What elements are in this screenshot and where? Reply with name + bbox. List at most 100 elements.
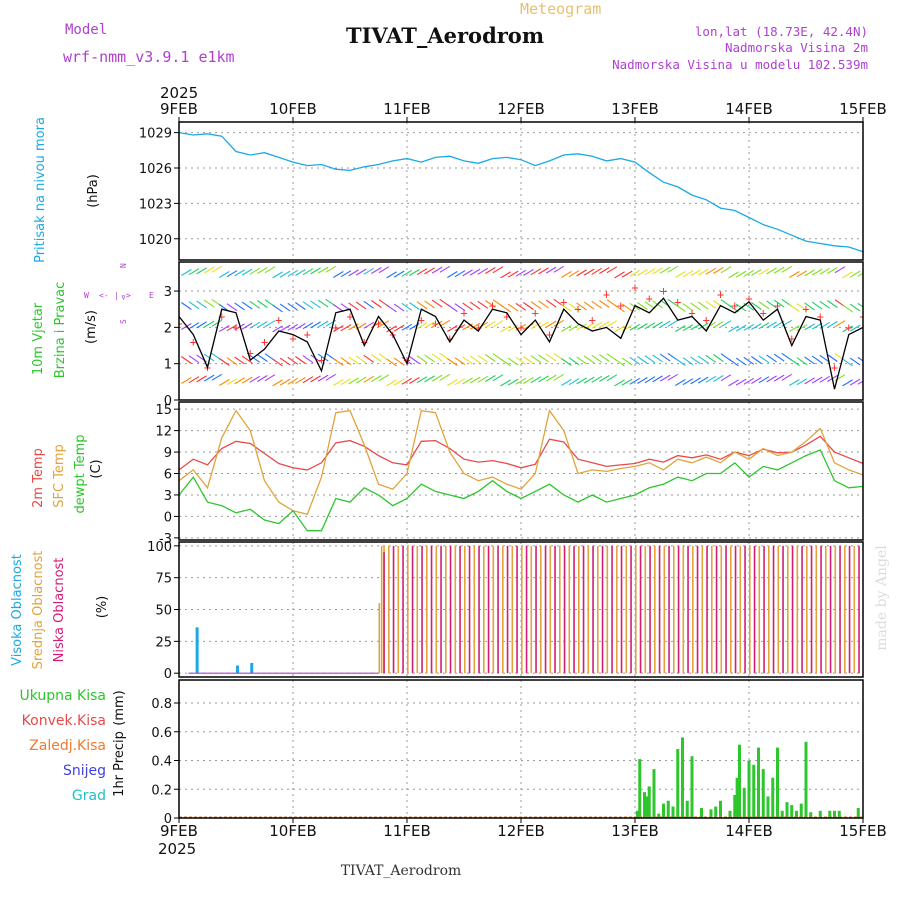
wind-barb <box>545 299 557 308</box>
wind-barb <box>614 271 625 279</box>
cloud-high-bar <box>250 662 254 674</box>
y-tick-label: 25 <box>155 635 172 650</box>
cloud-low-bar <box>734 545 737 674</box>
wind-barb <box>181 377 192 384</box>
top-date-label: 11FEB <box>383 100 430 118</box>
cloud-mid-bar <box>473 545 476 674</box>
y-tick-label: 1 <box>164 358 172 373</box>
wind-barb <box>545 353 557 362</box>
cloud-low-bar <box>753 545 756 674</box>
wind-barb <box>287 356 299 365</box>
precip-bar <box>837 810 841 818</box>
cloud-low-bar <box>478 545 480 674</box>
wind-barb <box>363 354 375 363</box>
wind-barb <box>196 267 207 275</box>
wind-barb <box>728 271 739 279</box>
wind-barb <box>469 355 481 364</box>
temp-unit: (C) <box>89 459 104 478</box>
wind-barb <box>515 377 527 385</box>
wind-barb <box>713 267 724 274</box>
y-tick-label: 0 <box>164 812 172 827</box>
wind-barb <box>310 375 321 383</box>
cloud-mid-bar <box>502 545 504 674</box>
wind-barb <box>257 375 268 382</box>
wind-direction-marker: + <box>232 320 239 334</box>
wind-barb <box>682 303 694 312</box>
wind-barb <box>287 269 299 277</box>
wind-barb <box>355 301 367 310</box>
precip-bar <box>666 800 670 818</box>
top-date-label: 9FEB <box>160 100 198 118</box>
wind-barb <box>644 355 656 364</box>
precip-bar <box>856 807 860 818</box>
wind-compass: W <- | -> E S < N <box>84 263 154 324</box>
wind-barb <box>515 302 527 311</box>
wind-barb <box>348 323 359 331</box>
wind-barb <box>644 322 656 330</box>
precip-bar <box>828 810 832 818</box>
cloud-mid-bar <box>606 545 609 674</box>
cloud-low-bar <box>639 545 642 674</box>
cloud-mid-bar <box>616 545 618 674</box>
wind-barb <box>591 267 603 275</box>
wind-barb <box>226 357 238 366</box>
wind-barb <box>553 265 565 273</box>
cloud-low-bar <box>848 545 851 674</box>
cloud-low-bar <box>411 545 414 674</box>
wind-direction-marker: + <box>446 331 453 345</box>
wind-barb <box>295 377 306 384</box>
wind-barb <box>188 322 200 330</box>
wind-barb <box>804 269 815 277</box>
plot-area-wind: + + + + + + + + + + + + + + + + + + + + + + + + + + + + + + + + + + + + + + + +… <box>179 265 863 390</box>
wind-barb <box>317 374 329 382</box>
wind-barb <box>219 271 230 278</box>
wind-direction-marker: + <box>247 346 254 360</box>
wind-barb <box>355 355 367 364</box>
wind-barb <box>796 270 808 278</box>
cloud-low-bar <box>687 545 689 674</box>
wind-barb <box>333 358 344 366</box>
cloud-mid-bar <box>825 545 827 674</box>
wind-barb <box>393 378 405 386</box>
wind-barb <box>363 267 375 275</box>
wind-barb <box>431 374 443 382</box>
wind-barb <box>333 271 344 278</box>
y-tick-label: -3 <box>159 532 172 547</box>
wind-barb <box>523 377 534 384</box>
wind-barb <box>637 302 648 310</box>
wind-barb <box>804 377 815 385</box>
wind-barb <box>492 266 504 274</box>
compass-e: E <box>149 291 154 300</box>
wind-barb <box>310 267 321 275</box>
wind-barb <box>371 267 382 274</box>
panel-temperature: -3 0 3 6 9 12 15 <box>155 401 864 547</box>
wind-barb <box>789 271 800 278</box>
cloud-mid-bar <box>768 545 770 674</box>
wind-barb <box>621 270 633 278</box>
wind-barb <box>279 357 291 366</box>
wind-barb <box>606 266 618 274</box>
wind-direction-marker: + <box>361 335 368 349</box>
wind-barb <box>348 356 359 365</box>
precip-bar <box>690 756 694 818</box>
wind-barb <box>234 269 245 277</box>
cloud-low-ylabel: Niska Oblacnost <box>52 558 67 663</box>
wind-direction-marker: + <box>688 306 695 320</box>
wind-barb <box>751 302 762 310</box>
wind-barb <box>637 377 648 384</box>
cloud-low-bar <box>658 545 661 674</box>
wind-barb <box>728 325 739 333</box>
wind-barb <box>469 376 481 384</box>
wind-barb <box>545 320 557 328</box>
wind-barb <box>644 376 656 384</box>
wind-barb <box>629 356 641 365</box>
wind-barb <box>690 377 701 385</box>
wind-barb <box>431 353 443 362</box>
wind-barb <box>728 379 739 387</box>
cloud-low-bar <box>449 545 452 674</box>
wind-barb <box>629 323 641 331</box>
cloud-low-bar <box>487 545 490 674</box>
wind-barb <box>477 354 489 363</box>
wind-barb <box>583 355 595 364</box>
